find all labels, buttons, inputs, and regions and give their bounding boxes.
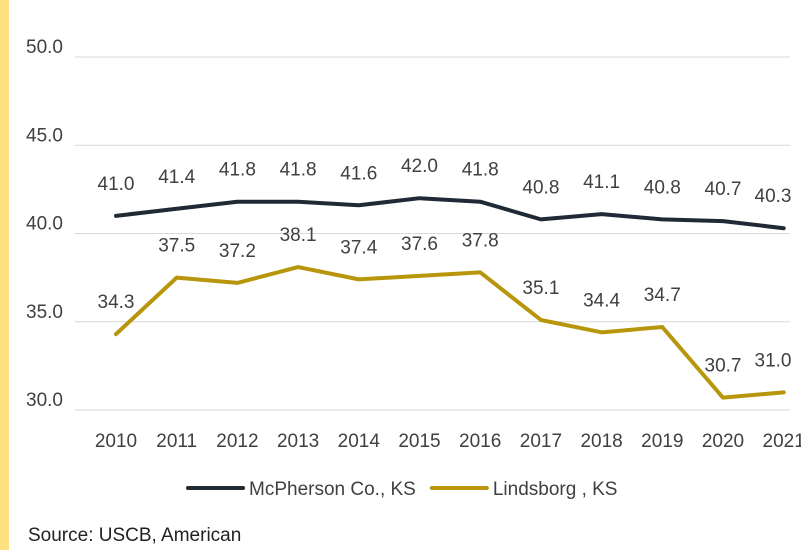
data-label: 30.7: [705, 356, 742, 377]
gridlines: [75, 56, 790, 411]
data-label: 37.5: [158, 236, 195, 257]
data-label: 31.0: [755, 350, 792, 371]
legend: McPherson Co., KS Lindsborg , KS: [186, 479, 618, 500]
data-label: 41.8: [462, 160, 499, 181]
data-label: 40.8: [522, 177, 559, 198]
y-tick-label: 45.0: [26, 125, 63, 146]
x-tick-label: 2020: [702, 431, 744, 452]
y-tick-label: 35.0: [26, 302, 63, 323]
y-tick-label: 40.0: [26, 214, 63, 235]
x-tick-label: 2015: [398, 431, 440, 452]
data-label: 41.0: [98, 174, 135, 195]
data-label: 37.8: [462, 230, 499, 251]
x-axis: 2010 2011 2012 2013 2014 2015 2016 2017 2018 2019…: [95, 431, 801, 452]
x-tick-label: 2012: [216, 431, 258, 452]
series-line-1: [114, 196, 786, 231]
data-label: 40.8: [644, 177, 681, 198]
accent-bar: [0, 0, 9, 550]
x-tick-label: 2010: [95, 431, 137, 452]
source-note: Source: USCB, American: [28, 525, 242, 546]
data-label: 41.6: [340, 163, 377, 184]
series-lines: [114, 196, 786, 400]
x-tick-label: 2013: [277, 431, 319, 452]
data-label: 42.0: [401, 156, 438, 177]
legend-label: Lindsborg , KS: [493, 479, 618, 500]
data-label: 34.4: [583, 290, 620, 311]
y-axis: 30.0 35.0 40.0 45.0 50.0: [26, 37, 63, 411]
legend-label: McPherson Co., KS: [249, 479, 416, 500]
x-tick-label: 2016: [459, 431, 501, 452]
x-tick-label: 2017: [520, 431, 562, 452]
x-tick-label: 2014: [338, 431, 381, 452]
data-label: 41.8: [280, 160, 317, 181]
data-label: 34.3: [98, 292, 135, 313]
data-label: 40.3: [755, 186, 792, 207]
x-tick-label: 2021: [763, 431, 801, 452]
data-labels: 41.0 41.4 41.8 41.8 41.6 42.0 41.8 40.8 41.1 40.8…: [98, 156, 792, 376]
data-label: 38.1: [280, 225, 317, 246]
data-label: 41.4: [158, 167, 195, 188]
data-label: 35.1: [522, 278, 559, 299]
data-label: 37.4: [340, 237, 377, 258]
data-label: 37.6: [401, 234, 438, 255]
x-tick-label: 2011: [156, 431, 197, 452]
data-label: 40.7: [705, 179, 742, 200]
data-label: 41.1: [583, 172, 620, 193]
series-line-2: [114, 265, 786, 400]
data-label: 34.7: [644, 285, 681, 306]
y-tick-label: 50.0: [26, 37, 63, 58]
data-label: 41.8: [219, 160, 256, 181]
y-tick-label: 30.0: [26, 390, 63, 411]
data-label: 37.2: [219, 241, 256, 262]
x-tick-label: 2019: [641, 431, 683, 452]
x-tick-label: 2018: [580, 431, 622, 452]
